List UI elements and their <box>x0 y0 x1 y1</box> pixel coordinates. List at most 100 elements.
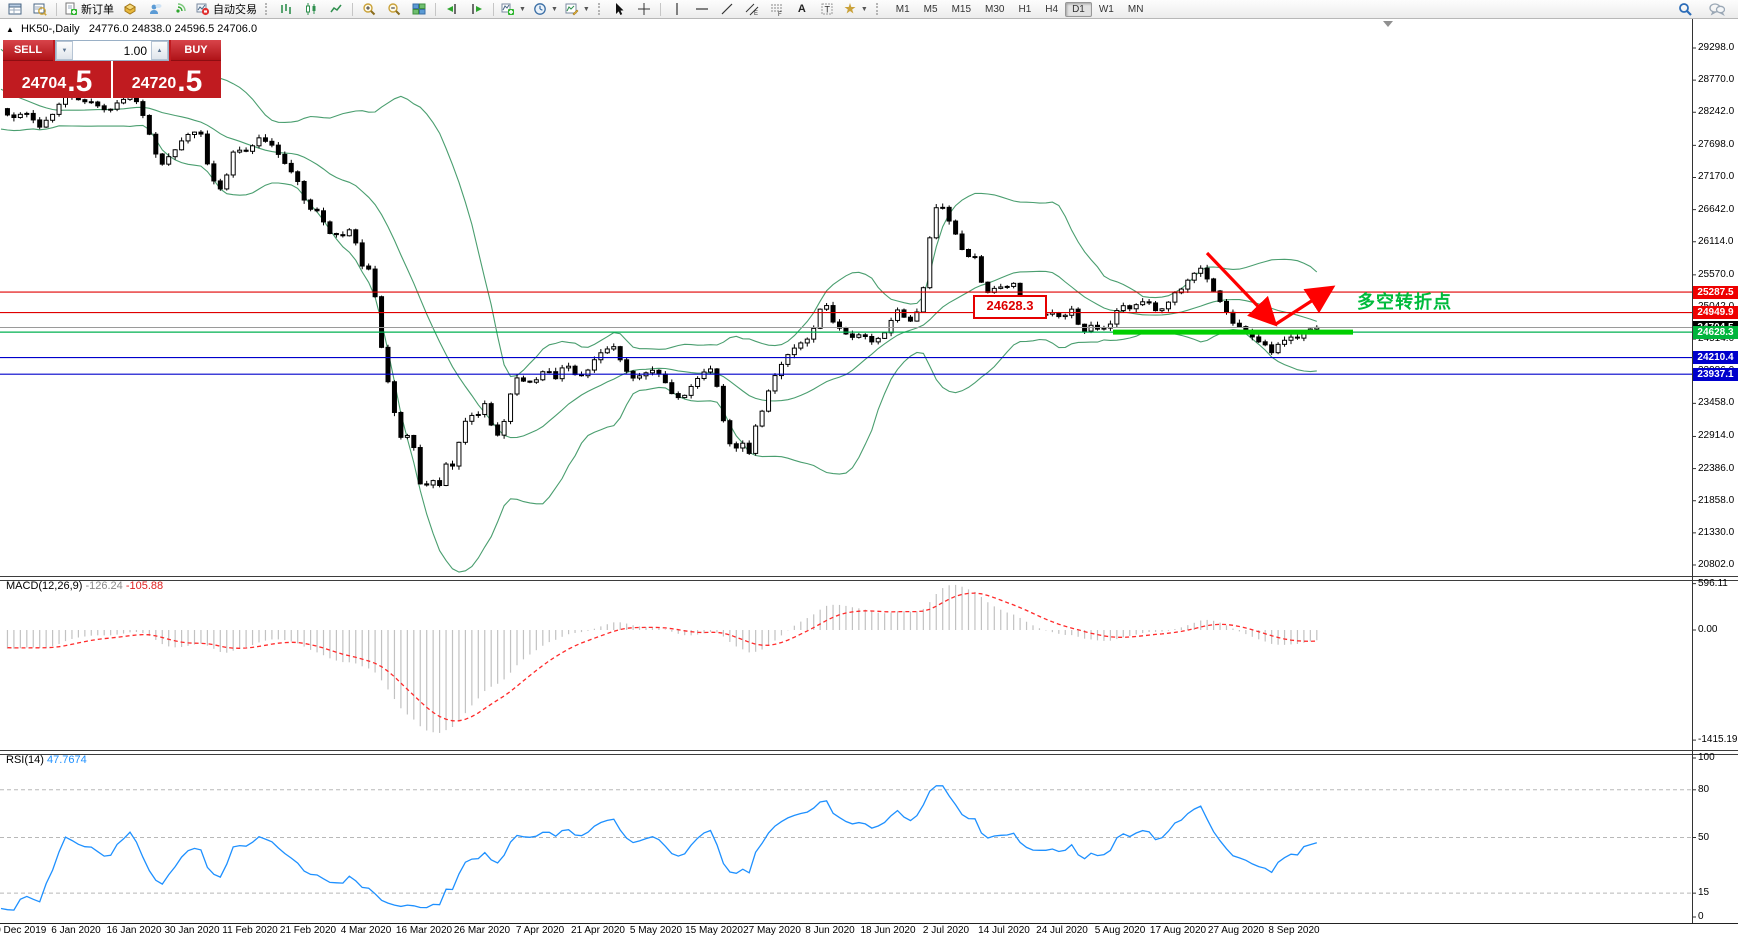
sell-price-main: 24704 <box>21 75 67 92</box>
timeframe-button-M1[interactable]: M1 <box>895 3 910 15</box>
zoom-out-button[interactable] <box>382 0 406 18</box>
data-window-button[interactable] <box>28 0 52 18</box>
date-axis-label: 8 Sep 2020 <box>1268 925 1320 936</box>
date-axis-label: 5 Aug 2020 <box>1094 925 1146 936</box>
toolbar-right-group <box>1673 0 1735 18</box>
indicators-button[interactable]: ▼ <box>498 0 529 18</box>
timeframe-button-W1[interactable]: W1 <box>1098 3 1114 15</box>
date-axis-label: 30 Jan 2020 <box>164 925 220 936</box>
svg-text:F: F <box>778 12 782 16</box>
date-axis-label: 16 Mar 2020 <box>395 925 453 936</box>
buy-price-main: 24720 <box>131 75 177 92</box>
buy-price[interactable]: 24720 .5 <box>113 61 221 98</box>
search-icon[interactable] <box>1673 0 1697 18</box>
autotrade-button[interactable]: 自动交易 <box>193 0 260 18</box>
price-tick-label: 26642.0 <box>1698 203 1735 215</box>
trade-panel-collapse-arrow[interactable]: ▲ <box>6 25 14 34</box>
rsi-indicator-label: RSI(14) 47.7674 <box>6 754 87 766</box>
macd-scale-label: 0.00 <box>1698 624 1718 635</box>
price-tag: 24949.9 <box>1693 306 1738 320</box>
periods-button[interactable]: ▼ <box>530 0 561 18</box>
rsi-pane-separator[interactable] <box>0 750 1738 755</box>
cursor-button[interactable] <box>607 0 631 18</box>
templates-button[interactable]: ▼ <box>562 0 593 18</box>
crosshair-button[interactable] <box>632 0 656 18</box>
trendline-button[interactable] <box>715 0 739 18</box>
equidistant-channel-button[interactable]: E <box>740 0 764 18</box>
price-tick-label: 28770.0 <box>1698 74 1735 86</box>
date-axis-label: 24 Jul 2020 <box>1036 925 1088 936</box>
timeframe-button-MN[interactable]: MN <box>1127 3 1144 15</box>
rsi-name: RSI(14) <box>6 754 44 766</box>
rsi-scale-label: 15 <box>1698 887 1710 899</box>
date-axis-label: 14 Jul 2020 <box>978 925 1030 936</box>
timeframe-button-M15[interactable]: M15 <box>951 3 972 15</box>
svg-text:E: E <box>754 11 758 16</box>
timeframe-toolbar: M1 M5 M15 M30 H1 H4 D1 W1 MN <box>889 1 1151 17</box>
date-axis-label: 6 Jan 2020 <box>51 925 101 936</box>
fibonacci-button[interactable]: F <box>765 0 789 18</box>
volume-input[interactable]: 1.00 <box>123 43 147 58</box>
rsi-scale-label: 100 <box>1698 752 1715 763</box>
chat-icon[interactable] <box>1705 0 1729 18</box>
text-button[interactable]: A <box>797 3 806 15</box>
signals-button[interactable] <box>168 0 192 18</box>
toolbar-separator <box>352 2 353 16</box>
volume-stepper: ▼ 1.00 ▲ <box>55 40 169 61</box>
timeframe-button-M5[interactable]: M5 <box>923 3 938 15</box>
price-tick-label: 27170.0 <box>1698 171 1735 183</box>
price-axis-border <box>1692 19 1693 923</box>
tile-windows-button[interactable] <box>407 0 431 18</box>
sell-price[interactable]: 24704 .5 <box>3 61 113 98</box>
new-order-label: 新订单 <box>81 4 114 16</box>
auto-scroll-button[interactable] <box>440 0 464 18</box>
chevron-down-icon: ▼ <box>582 5 590 13</box>
macd-main-value: -126.24 <box>85 580 123 592</box>
volume-increase-button[interactable]: ▲ <box>151 41 168 60</box>
date-axis-label: 16 Jan 2020 <box>106 925 162 936</box>
vertical-line-button[interactable] <box>665 0 689 18</box>
timeframe-button-M30[interactable]: M30 <box>985 3 1005 15</box>
market-depth-button[interactable] <box>118 0 142 18</box>
rsi-scale-label: 50 <box>1698 831 1710 843</box>
turning-point-annotation[interactable]: 多空转折点 <box>1357 292 1452 312</box>
zoom-in-button[interactable] <box>357 0 381 18</box>
market-watch-button[interactable] <box>3 0 27 18</box>
date-axis-label: 15 May 2020 <box>685 925 743 936</box>
rsi-scale-label: 80 <box>1698 783 1710 795</box>
timeframe-button-H1[interactable]: H1 <box>1018 3 1032 15</box>
date-axis-label: 26 Mar 2020 <box>453 925 511 936</box>
line-chart-type-button[interactable] <box>324 0 348 18</box>
price-tick-label: 23458.0 <box>1698 397 1735 409</box>
chart-window <box>0 18 1738 937</box>
new-order-button[interactable]: 新订单 <box>61 0 117 18</box>
timeframe-button-H4[interactable]: H4 <box>1045 3 1059 15</box>
price-tick-label: 29298.0 <box>1698 42 1735 53</box>
main-toolbar: 新订单 自动交易 ▼ ▼ ▼ E F A T ▼ M1 M5 M15 M30 H1 H4 D… <box>0 0 1738 19</box>
sell-button[interactable]: SELL <box>3 40 53 61</box>
price-tag: 24210.4 <box>1693 351 1738 365</box>
macd-indicator-label: MACD(12,26,9) -126.24 -105.88 <box>6 580 163 592</box>
text-label-button[interactable]: T <box>815 0 839 18</box>
price-tick-label: 22914.0 <box>1698 430 1735 442</box>
toolbar-separator <box>56 2 57 16</box>
price-tick-label: 21330.0 <box>1698 526 1735 538</box>
timeframe-button-D1[interactable]: D1 <box>1065 1 1092 17</box>
horizontal-line-button[interactable] <box>690 0 714 18</box>
toolbar-handle <box>875 3 880 15</box>
macd-name: MACD(12,26,9) <box>6 580 83 592</box>
chevron-down-icon: ▼ <box>550 5 558 13</box>
volume-decrease-button[interactable]: ▼ <box>56 41 73 60</box>
arrows-shapes-button[interactable]: ▼ <box>840 0 871 18</box>
candle-chart-type-button[interactable] <box>299 0 323 18</box>
bar-chart-type-button[interactable] <box>274 0 298 18</box>
macd-pane-separator[interactable] <box>0 576 1738 581</box>
community-button[interactable] <box>143 0 167 18</box>
price-tick-label: 21858.0 <box>1698 494 1735 506</box>
buy-price-frac: .5 <box>177 65 203 98</box>
buy-button[interactable]: BUY <box>171 40 221 61</box>
price-annotation-box[interactable]: 24628.3 <box>973 295 1047 319</box>
chart-shift-button[interactable] <box>465 0 489 18</box>
price-tick-label: 25570.0 <box>1698 268 1735 280</box>
